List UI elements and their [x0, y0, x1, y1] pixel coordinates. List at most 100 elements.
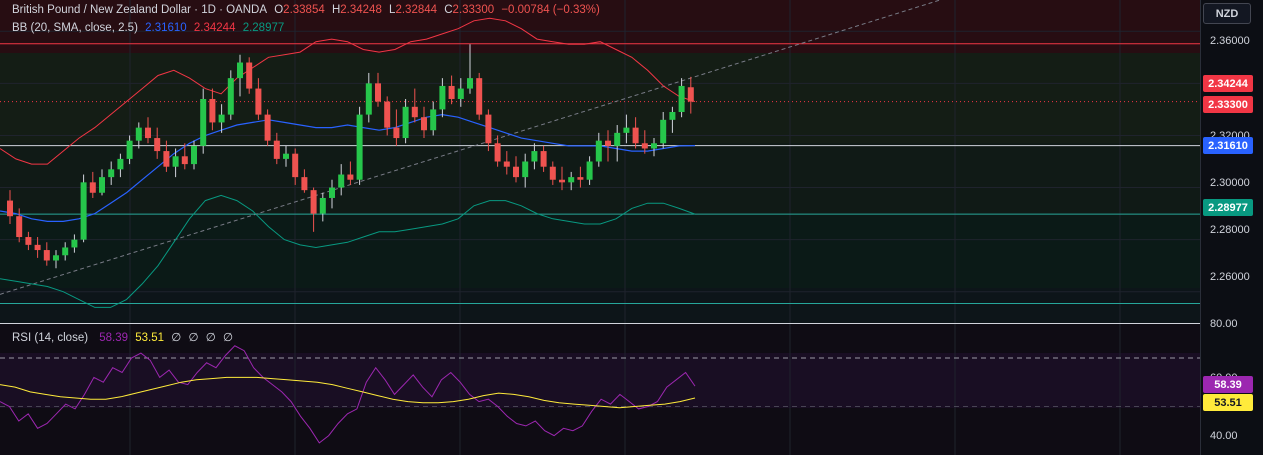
- candle-body: [264, 114, 271, 141]
- bb-legend[interactable]: BB (20, SMA, close, 2.5) 2.31610 2.34244…: [12, 21, 288, 35]
- currency-button[interactable]: NZD: [1203, 3, 1251, 24]
- candle-body: [218, 114, 225, 123]
- candle-body: [99, 177, 105, 193]
- candle-body: [126, 140, 133, 159]
- rsi-ma-line: [0, 376, 696, 409]
- rsi-ma-value-tag: 53.51: [1203, 394, 1253, 411]
- candle-body: [577, 177, 584, 180]
- candle-body: [411, 106, 418, 118]
- rsi-extra-value: ∅: [188, 332, 199, 344]
- candle-body: [329, 187, 335, 198]
- bb-basis-line: [0, 113, 696, 222]
- candle-body: [540, 151, 547, 167]
- bb-basis-value: 2.31610: [145, 22, 187, 34]
- candle-body: [338, 174, 345, 188]
- bb-lower-price-tag: 2.28977: [1203, 199, 1253, 216]
- candle-body: [145, 127, 151, 139]
- candle-body: [16, 216, 23, 238]
- candle-body: [605, 140, 611, 146]
- rsi-extra-value: ∅: [222, 332, 233, 344]
- candle-body: [494, 143, 501, 162]
- candle-body: [384, 101, 391, 128]
- symbol-title: British Pound / New Zealand Dollar · 1D …: [12, 4, 268, 16]
- candle-body: [531, 151, 538, 162]
- candle-body: [623, 127, 630, 133]
- rsi-legend[interactable]: RSI (14, close) 58.39 53.51 ∅ ∅ ∅ ∅: [12, 331, 237, 345]
- rsi-value: 58.39: [99, 332, 129, 344]
- candle-body: [660, 119, 667, 144]
- candle-body: [191, 145, 197, 165]
- trend-line: [0, 0, 942, 295]
- candle-body: [467, 78, 473, 89]
- price-tick: 2.36000: [1210, 35, 1250, 47]
- candle-body: [209, 98, 216, 123]
- candle-body: [89, 182, 96, 193]
- candle-body: [319, 197, 326, 214]
- close-label: C2.33300: [444, 4, 495, 16]
- candle-body: [347, 174, 354, 180]
- rsi-tick: 40.00: [1210, 430, 1238, 442]
- rsi-extra-value: ∅: [205, 332, 216, 344]
- candle-body: [273, 140, 280, 159]
- candle-body: [163, 151, 170, 167]
- candle-body: [421, 117, 427, 131]
- candle-body: [632, 127, 639, 144]
- candle-body: [255, 88, 262, 115]
- candle-body: [595, 140, 602, 162]
- candle-body: [522, 161, 529, 178]
- candle-body: [687, 87, 694, 102]
- candle-body: [310, 190, 317, 214]
- low-value: 2.32844: [395, 4, 438, 16]
- candle-body: [476, 78, 483, 115]
- rsi-line: [0, 345, 696, 444]
- candle-body: [614, 132, 621, 146]
- candle-body: [559, 179, 565, 183]
- candle-body: [568, 177, 575, 183]
- candle-body: [25, 237, 32, 245]
- candle-body: [301, 177, 308, 191]
- candle-body: [181, 156, 188, 165]
- rsi-ma-value: 53.51: [135, 332, 165, 344]
- candle-body: [80, 182, 87, 240]
- rsi-tick: 80.00: [1210, 318, 1238, 330]
- grid-lines: [0, 0, 1200, 455]
- candle-body: [227, 78, 234, 115]
- candle-body: [586, 161, 593, 180]
- candle-body: [43, 250, 50, 261]
- rsi-value-tag: 58.39: [1203, 376, 1253, 393]
- candle-body: [402, 106, 409, 139]
- symbol-legend[interactable]: British Pound / New Zealand Dollar · 1D …: [12, 3, 604, 17]
- candle-body: [292, 153, 299, 178]
- open-value: 2.33854: [283, 4, 325, 16]
- candle-body: [62, 247, 69, 256]
- candle-body: [154, 138, 161, 152]
- change-value: −0.00784 (−0.33%): [501, 4, 600, 16]
- candle-body: [53, 255, 59, 261]
- candle-body: [283, 153, 289, 159]
- candle-body: [135, 127, 142, 141]
- bb-lower-zone: [0, 215, 1200, 288]
- candle-body: [669, 112, 676, 120]
- price-tick: 2.28000: [1210, 224, 1250, 236]
- rsi-name: RSI (14, close): [12, 332, 89, 344]
- last-price-tag: 2.33300: [1203, 96, 1253, 113]
- candle-body: [108, 169, 115, 178]
- candle-body: [117, 158, 124, 170]
- bb-upper-line: [0, 17, 696, 165]
- candle-body: [430, 109, 437, 131]
- candle-body: [485, 114, 492, 144]
- candle-body: [439, 85, 446, 110]
- bb-upper-price-tag: 2.34244: [1203, 75, 1253, 92]
- low-label: L2.32844: [389, 4, 438, 16]
- bb-name: BB (20, SMA, close, 2.5): [12, 22, 138, 34]
- candle-body: [365, 83, 372, 115]
- rsi-band: [0, 353, 1200, 408]
- price-tick: 2.30000: [1210, 177, 1250, 189]
- candle-body: [200, 98, 207, 146]
- high-label: H2.34248: [331, 4, 382, 16]
- candles: [7, 44, 694, 269]
- candle-body: [7, 200, 13, 217]
- candle-body: [641, 143, 648, 149]
- candle-body: [503, 161, 510, 167]
